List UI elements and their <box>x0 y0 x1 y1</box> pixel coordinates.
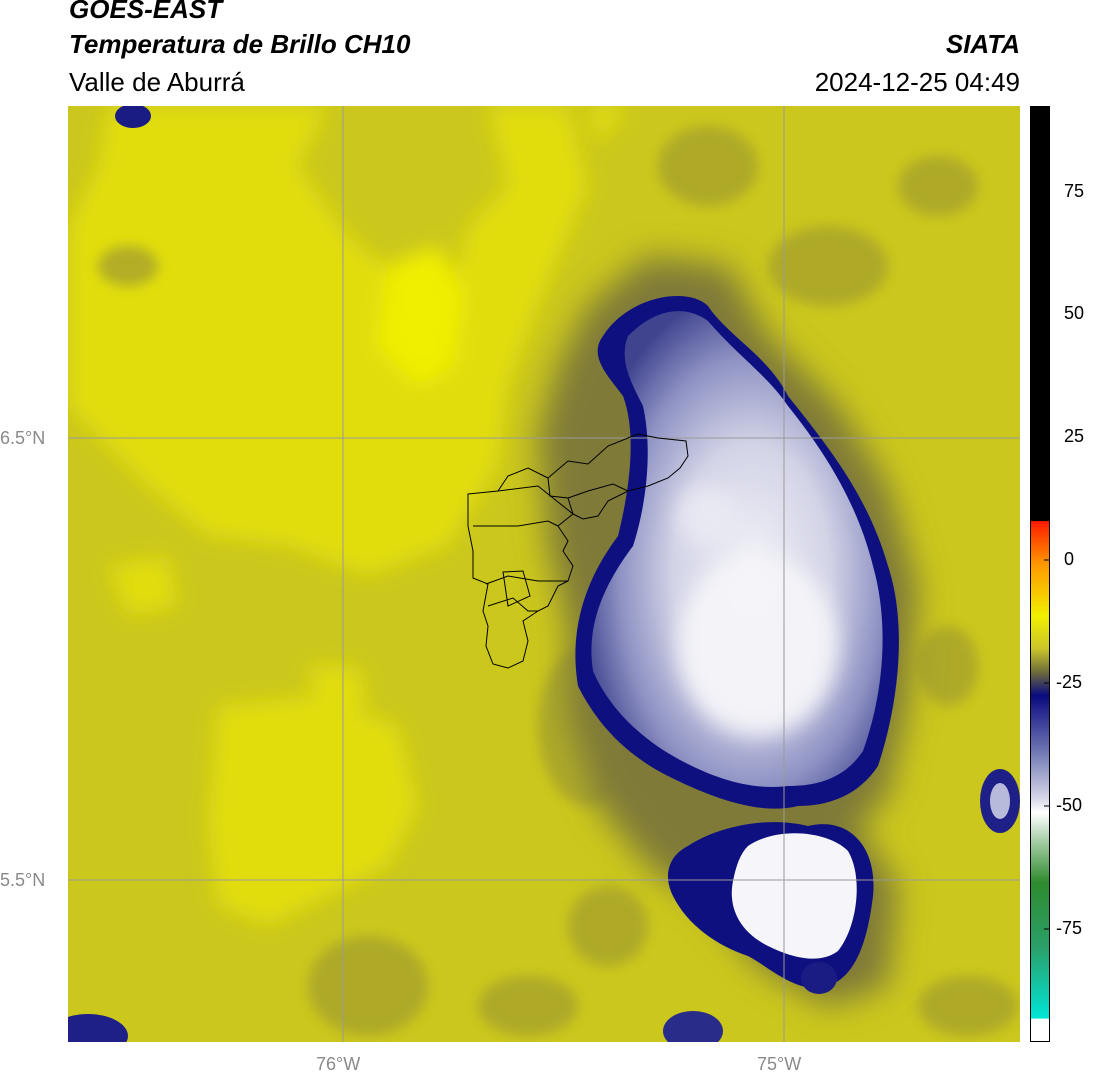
cold-cell-south <box>663 1011 723 1042</box>
cold-cell-north <box>115 106 151 128</box>
lon-label-75w: 75°W <box>757 1054 802 1074</box>
region-subtitle: Valle de Aburrá <box>69 67 245 97</box>
warm-regions <box>68 106 628 926</box>
storm-cold-center <box>678 486 838 736</box>
municipal-boundaries <box>467 433 689 669</box>
colorbar-tick-50: 50 <box>1064 303 1085 323</box>
south-cell-core <box>731 833 857 959</box>
lat-label-5-5: 5.5°N <box>0 870 46 890</box>
colorbar-tick-75: 75 <box>1064 181 1085 201</box>
lat-label-6-5: 6.5°N <box>0 428 46 448</box>
colorbar-tick-minus25: -25 <box>1056 672 1083 692</box>
satellite-title: GOES-EAST <box>69 0 223 24</box>
colorbar-tick-minus50: -50 <box>1056 795 1083 815</box>
organization-name: SIATA <box>945 29 1020 59</box>
colorbar-tick-0: 0 <box>1064 549 1075 569</box>
cold-cell-southwest <box>68 1014 128 1042</box>
product-title: Temperatura de Brillo CH10 <box>69 29 411 59</box>
map-gridlines <box>68 106 1020 1042</box>
satellite-map[interactable] <box>68 106 1020 1042</box>
map-svg <box>68 106 1020 1042</box>
colorbar-tick-minus75: -75 <box>1056 918 1083 938</box>
colorbar-tick-25: 25 <box>1064 426 1085 446</box>
south-cell-tail <box>801 962 837 994</box>
lon-label-76w: 76°W <box>316 1054 361 1074</box>
temperature-colorbar <box>1030 106 1050 1042</box>
colorbar-svg <box>1030 106 1050 1042</box>
image-datetime: 2024-12-25 04:49 <box>814 67 1020 97</box>
olive-mottles <box>98 126 1018 1036</box>
